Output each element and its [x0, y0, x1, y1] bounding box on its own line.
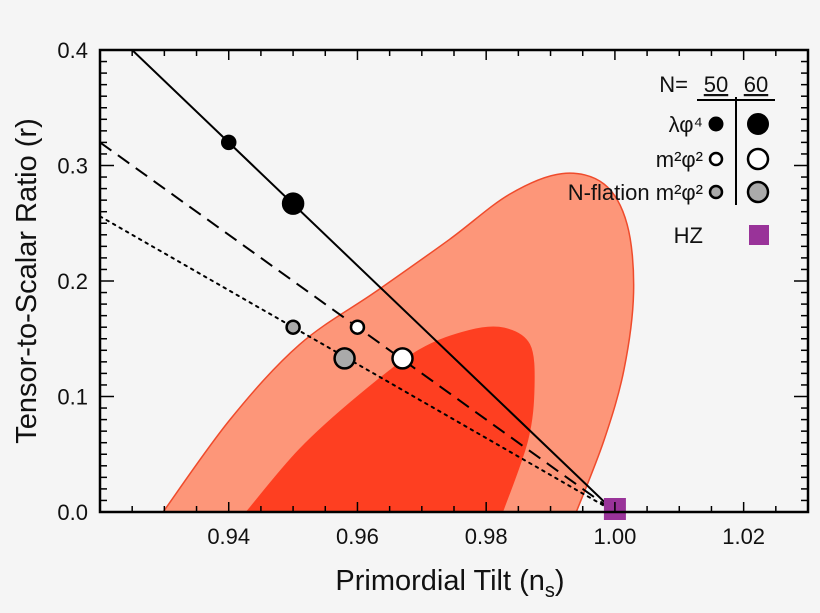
- point-series2-N60: [333, 347, 356, 370]
- point-series2-N50: [285, 319, 301, 335]
- legend-marker-nflation-50: [708, 184, 724, 200]
- x-tick-label: 1.02: [722, 524, 765, 549]
- legend-label-n-flation: N-flation m²φ²: [568, 180, 703, 205]
- line-n-flation-m2-phi2: [100, 215, 616, 512]
- y-tick-label: 0.1: [57, 385, 88, 410]
- legend-marker-m2-50: [708, 151, 724, 167]
- y-tick-labels: 0.0 0.1 0.2 0.3 0.4: [57, 38, 88, 525]
- legend-marker-nflation-60: [746, 180, 770, 204]
- x-tick-label: 0.98: [465, 524, 508, 549]
- x-tick-labels: 0.94 0.96 0.98 1.00 1.02: [207, 524, 765, 549]
- y-tick-label: 0.4: [57, 38, 88, 63]
- y-tick-label: 0.3: [57, 154, 88, 179]
- x-axis-title: Primordial Tilt (ns): [335, 565, 564, 602]
- legend-marker-m2-60: [746, 147, 770, 171]
- x-tick-label: 0.94: [207, 524, 250, 549]
- point-series1-N60: [391, 347, 414, 370]
- legend-header: N=: [659, 72, 688, 97]
- legend-label-hz: HZ: [674, 223, 703, 248]
- y-tick-label: 0.0: [57, 500, 88, 525]
- legend-label-m2-phi2: m²φ²: [656, 147, 703, 172]
- y-axis-title: Tensor-to-Scalar Ratio (r): [11, 118, 43, 444]
- legend-n-50: 50: [704, 72, 728, 97]
- legend-marker-lambda-50: [708, 116, 724, 132]
- point-series1-N50: [349, 319, 366, 335]
- legend-n-60: 60: [744, 72, 768, 97]
- axis-ticks: [99, 49, 809, 513]
- contour-68pct: [245, 326, 535, 512]
- point-series0-N50: [220, 134, 237, 151]
- point-series0-N60: [281, 192, 305, 215]
- legend-marker-lambda-60: [747, 113, 769, 135]
- confidence-contours: [162, 172, 635, 512]
- y-tick-label: 0.2: [57, 269, 88, 294]
- legend-label-lambda-phi4: λφ⁴: [669, 112, 703, 137]
- legend: N= 50 60 λφ⁴ m²φ² N-flation m²φ² HZ: [568, 72, 775, 248]
- legend-marker-hz: [749, 225, 769, 245]
- model-points: [220, 134, 626, 520]
- line-lambda-phi4: [130, 50, 616, 512]
- x-tick-label: 1.00: [593, 524, 636, 549]
- x-tick-label: 0.96: [336, 524, 379, 549]
